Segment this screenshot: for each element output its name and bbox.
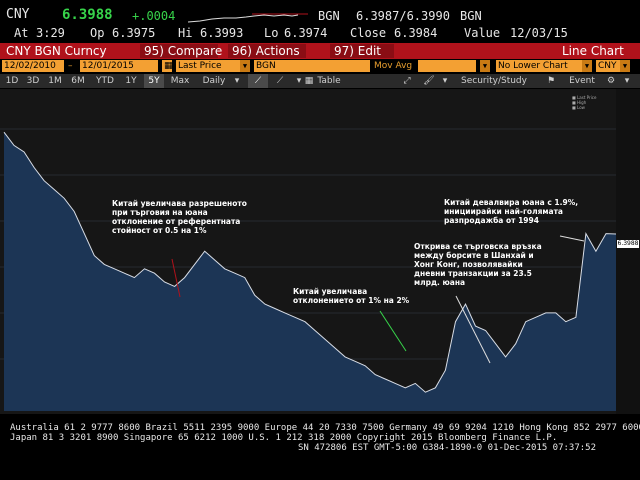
frequency-dropdown-icon[interactable]: ▾: [234, 76, 240, 86]
event-button[interactable]: Event: [569, 76, 595, 86]
edit-label: 97) Edit: [334, 44, 382, 58]
range-ytd[interactable]: YTD: [96, 76, 114, 86]
range-max[interactable]: Max: [170, 76, 190, 86]
value-label: Value: [464, 26, 501, 40]
range-1y[interactable]: 1Y: [125, 76, 137, 86]
annotation-band-widening-2: Китай увеличава отклонението от 1% на 2%: [293, 287, 410, 305]
low-label: Lo: [264, 26, 279, 40]
mov-avg-label: Mov Avg: [374, 61, 413, 71]
settings-dropdown-icon[interactable]: ▾: [624, 76, 630, 86]
at-label: At: [14, 26, 29, 40]
paint-icon[interactable]: 🖌: [423, 76, 435, 86]
lower-chart-select[interactable]: No Lower Chart: [496, 60, 582, 72]
high-price: 6.3993: [200, 26, 244, 40]
chart-toolbar: 1D 3D 1M 6M YTD 1Y 5Y Max Daily ▾ ⟋ ⟋ ▾ …: [0, 74, 640, 88]
range-3d[interactable]: 3D: [26, 76, 40, 86]
settings-icon[interactable]: ⚙: [606, 76, 616, 86]
input-row: 12/02/2010 – 12/01/2015 ▦ Last Price ▼ B…: [0, 60, 640, 73]
annotation-band-widening-1: Китай увеличава разрешеното при търговия…: [112, 199, 247, 235]
chart-legend: ■ Last Price ■ High ■ Low: [572, 95, 597, 110]
footer: Australia 61 2 9777 8600 Brazil 5511 239…: [0, 423, 640, 480]
flag-icon[interactable]: ⚑: [546, 76, 556, 86]
currency-dropdown-icon[interactable]: ▼: [620, 60, 630, 72]
table-button[interactable]: Table: [317, 76, 341, 86]
price-area: [4, 132, 616, 411]
annotation-leader-2: [379, 310, 407, 352]
annotation-leader-3: [455, 295, 491, 364]
lower-chart-dropdown-icon[interactable]: ▼: [582, 60, 592, 72]
edit-button[interactable]: 97) Edit: [330, 44, 394, 58]
close-label: Close: [350, 26, 387, 40]
actions-label: 96) Actions: [232, 44, 300, 58]
function-bar: CNY BGN Curncy 95) Compare 96) Actions 9…: [0, 43, 640, 59]
source-field[interactable]: BGN: [254, 60, 370, 72]
price-source-2: BGN: [460, 9, 482, 23]
range-1d[interactable]: 1D: [5, 76, 19, 86]
security-name: CNY BGN Curncy: [6, 44, 107, 58]
high-label: Hi: [178, 26, 193, 40]
field-select[interactable]: Last Price: [176, 60, 240, 72]
footer-session: SN 472806 EST GMT-5:00 G384-1890-0 01-De…: [298, 443, 597, 453]
last-value-tag: 6.3988: [617, 240, 639, 248]
annotation-leader-4: [559, 235, 585, 242]
actions-button[interactable]: 96) Actions: [228, 44, 306, 58]
annotation-leader-1: [171, 258, 181, 298]
ticker: CNY: [6, 7, 30, 22]
price-line: [3, 131, 617, 393]
line-chart-icon[interactable]: ⟋: [248, 74, 268, 88]
field-dropdown-icon[interactable]: ▼: [240, 60, 250, 72]
chart-canvas: [0, 89, 640, 414]
table-icon[interactable]: ▦: [304, 76, 314, 86]
annotation-devaluation: Китай девалвира юана с 1.9%, инициирайки…: [444, 198, 579, 225]
value-date: 12/03/15: [510, 26, 568, 40]
range-1m[interactable]: 1M: [48, 76, 62, 86]
zoom-icon[interactable]: ⤢: [403, 76, 411, 86]
dropdown-icon[interactable]: ▾: [296, 76, 302, 86]
range-5y[interactable]: 5Y: [144, 74, 164, 88]
open-label: Op: [90, 26, 105, 40]
last-price: 6.3988: [62, 7, 113, 23]
study-dropdown-icon[interactable]: ▾: [442, 76, 448, 86]
quote-time: 3:29: [36, 26, 65, 40]
annotation-stock-connect: Открива се търговска връзка между борсит…: [414, 242, 542, 287]
start-date-field[interactable]: 12/02/2010: [2, 60, 64, 72]
end-date-field[interactable]: 12/01/2015: [80, 60, 158, 72]
bid-ask: 6.3987/6.3990: [356, 9, 450, 23]
price-source: BGN: [318, 9, 340, 23]
low-price: 6.3974: [284, 26, 328, 40]
close-price: 6.3984: [394, 26, 438, 40]
open-price: 6.3975: [112, 26, 156, 40]
draw-tool-icon[interactable]: ⟋: [276, 76, 284, 86]
sparkline: [188, 13, 308, 23]
footer-contacts-1: Australia 61 2 9777 8600 Brazil 5511 239…: [10, 423, 640, 433]
compare-label: 95) Compare: [144, 44, 223, 58]
security-study-button[interactable]: Security/Study: [461, 76, 527, 86]
compare-button[interactable]: 95) Compare: [140, 44, 222, 58]
frequency-select[interactable]: Daily: [202, 76, 226, 86]
calendar-icon[interactable]: ▦: [162, 60, 173, 72]
date-separator: –: [68, 61, 73, 71]
mov-avg-dropdown-icon[interactable]: ▼: [480, 60, 490, 72]
currency-select[interactable]: CNY: [596, 60, 620, 72]
mov-avg-field[interactable]: [418, 60, 476, 72]
range-6m[interactable]: 6M: [71, 76, 85, 86]
price-change: +.0004: [132, 9, 176, 23]
footer-contacts-2: Japan 81 3 3201 8900 Singapore 65 6212 1…: [10, 433, 558, 443]
quote-panel: CNY 6.3988 +.0004 BGN 6.3987/6.3990 BGN …: [0, 0, 640, 42]
y-axis: [616, 89, 640, 414]
price-chart[interactable]: ■ Last Price ■ High ■ Low Китай увеличав…: [0, 89, 640, 414]
view-title: Line Chart: [562, 44, 624, 58]
